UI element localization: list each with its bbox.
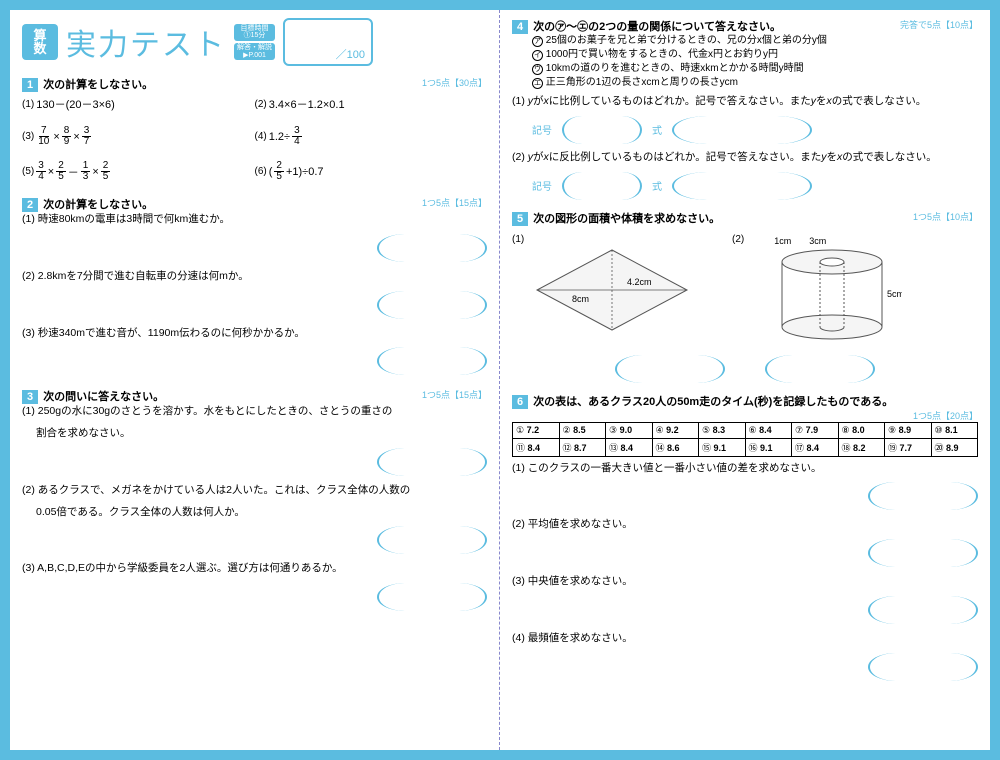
section-num: 4 [512,20,528,34]
answer-bracket [377,291,487,319]
points: 1つ5点【10点】 [913,210,978,223]
shape-1: (1) 4.2cm 8cm [512,234,712,347]
q6-2: (2) 平均値を求めなさい。 [512,517,978,533]
left-column: 算数 実力テスト 目標時間①15分 解答・解説▶P.001 ／100 1 次の計… [10,10,500,750]
choice-c: ウ 10kmの道のりを進むときの、時速xkmとかかる時間y時間 [532,62,978,76]
right-column: 4 次の㋐～㋓の2つの量の関係について答えなさい。 完答で5点【10点】 ア 2… [500,10,990,750]
section-2: 2 次の計算をしなさい。 1つ5点【15点】 (1) 時速80kmの電車は3時間… [22,196,487,378]
answer-bracket [377,234,487,262]
q2-1: (1) 時速80kmの電車は3時間で何km進むか。 [22,212,487,228]
shape-label: (2) [732,234,744,247]
section-num: 5 [512,212,528,226]
q3-3: (3) A,B,C,D,Eの中から学級委員を2人選ぶ。選び方は何通りあるか。 [22,561,487,577]
data-table: ① 7.2② 8.5③ 9.0④ 9.2⑤ 8.3⑥ 8.4⑦ 7.9⑧ 8.0… [512,422,978,457]
q2-2: (2) 2.8kmを7分間で進む自転車の分速は何mか。 [22,269,487,285]
subject-badge: 算数 [22,24,58,60]
section-3: 3 次の問いに答えなさい。 1つ5点【15点】 (1) 250gの水に30gのさ… [22,388,487,614]
section-title: 次の計算をしなさい。 [43,79,153,91]
answer-bracket [672,172,812,200]
problem-1-6: (6) (25+1)÷0.7 [255,161,488,182]
problem-1-1: (1) 130－(20－3×6) [22,96,255,112]
answer-bracket [562,116,642,144]
points: 1つ5点【15点】 [422,196,487,209]
rhombus-icon: 4.2cm 8cm [532,245,692,335]
points: 1つ5点【20点】 [913,409,978,422]
q3-2b: 0.05倍である。クラス全体の人数は何人か。 [36,505,487,521]
svg-text:5cm: 5cm [887,289,902,299]
svg-text:4.2cm: 4.2cm [627,277,652,287]
problem-1-5: (5) 34 × 25 － 13 × 25 [22,161,255,182]
shape-2: (2)1cm 3cm 5cm [732,234,932,347]
problem-1-4: (4) 1.2÷ 34 [255,126,488,147]
answer-bracket [672,116,812,144]
q3-1a: (1) 250gの水に30gのさとうを溶かす。水をもとにしたときの、さとうの重さ… [22,404,487,420]
answer-bracket [868,653,978,681]
label-sign: 記号 [532,122,552,137]
q3-2a: (2) あるクラスで、メガネをかけている人は2人いた。これは、クラス全体の人数の [22,483,487,499]
cylinder-icon: 5cm [762,247,902,347]
choice-d: エ 正三角形の1辺の長さxcmと周りの長さycm [532,76,978,90]
time-badge: 目標時間①15分 [234,24,275,41]
q3-1b: 割合を求めなさい。 [36,426,487,442]
q6-3: (3) 中央値を求めなさい。 [512,574,978,590]
section-6: 6 次の表は、あるクラス20人の50m走のタイム(秒)を記録したものである。 1… [512,393,978,684]
info-badges: 目標時間①15分 解答・解説▶P.001 [234,24,275,61]
shape-label: (1) [512,234,712,245]
answer-bracket [377,347,487,375]
section-num: 2 [22,198,38,212]
section-1: 1 次の計算をしなさい。 1つ5点【30点】 (1) 130－(20－3×6) … [22,76,487,182]
section-title: 次の計算をしなさい。 [43,199,153,211]
q6-4: (4) 最頻値を求めなさい。 [512,631,978,647]
points: 完答で5点【10点】 [900,18,978,31]
section-title: 次の問いに答えなさい。 [43,391,164,403]
q4-2: (2) yがxに反比例しているものはどれか。記号で答えなさい。またyをxの式で表… [512,150,978,166]
page-title: 実力テスト [66,20,226,64]
answer-bracket [562,172,642,200]
choice-b: イ 1000円で買い物をするときの、代金x円とお釣りy円 [532,48,978,62]
problem-1-3: (3) 710 × 89 × 37 [22,126,255,147]
problem-1-2: (2) 3.4×6－1.2×0.1 [255,96,488,112]
section-title: 次の図形の面積や体積を求めなさい。 [533,213,720,225]
answer-bracket [377,448,487,476]
section-num: 6 [512,395,528,409]
section-5: 5 次の図形の面積や体積を求めなさい。 1つ5点【10点】 (1) 4.2cm … [512,210,978,383]
answer-bracket [377,526,487,554]
q4-1: (1) yがxに比例しているものはどれか。記号で答えなさい。またyをxの式で表し… [512,94,978,110]
answer-bracket [868,482,978,510]
score-denom: ／100 [336,46,365,62]
section-num: 3 [22,390,38,404]
points: 1つ5点【30点】 [422,76,487,89]
points: 1つ5点【15点】 [422,388,487,401]
header: 算数 実力テスト 目標時間①15分 解答・解説▶P.001 ／100 [22,18,487,66]
answer-badge: 解答・解説▶P.001 [234,43,275,60]
section-title: 次の㋐～㋓の2つの量の関係について答えなさい。 [533,21,781,33]
label-sign: 記号 [532,178,552,193]
answer-bracket [868,596,978,624]
section-num: 1 [22,78,38,92]
answer-bracket [377,583,487,611]
section-title: 次の表は、あるクラス20人の50m走のタイム(秒)を記録したものである。 [533,396,893,408]
section-4: 4 次の㋐～㋓の2つの量の関係について答えなさい。 完答で5点【10点】 ア 2… [512,18,978,200]
label-formula: 式 [652,122,662,137]
q2-3: (3) 秒速340mで進む音が、1190m伝わるのに何秒かかるか。 [22,326,487,342]
label-formula: 式 [652,178,662,193]
score-box: ／100 [283,18,373,66]
answer-bracket [868,539,978,567]
q6-1: (1) このクラスの一番大きい値と一番小さい値の差を求めなさい。 [512,461,978,477]
choice-a: ア 25個のお菓子を兄と弟で分けるときの、兄の分x個と弟の分y個 [532,34,978,48]
worksheet-page: 算数 実力テスト 目標時間①15分 解答・解説▶P.001 ／100 1 次の計… [10,10,990,750]
answer-bracket [615,355,725,383]
answer-bracket [765,355,875,383]
svg-text:8cm: 8cm [572,294,589,304]
